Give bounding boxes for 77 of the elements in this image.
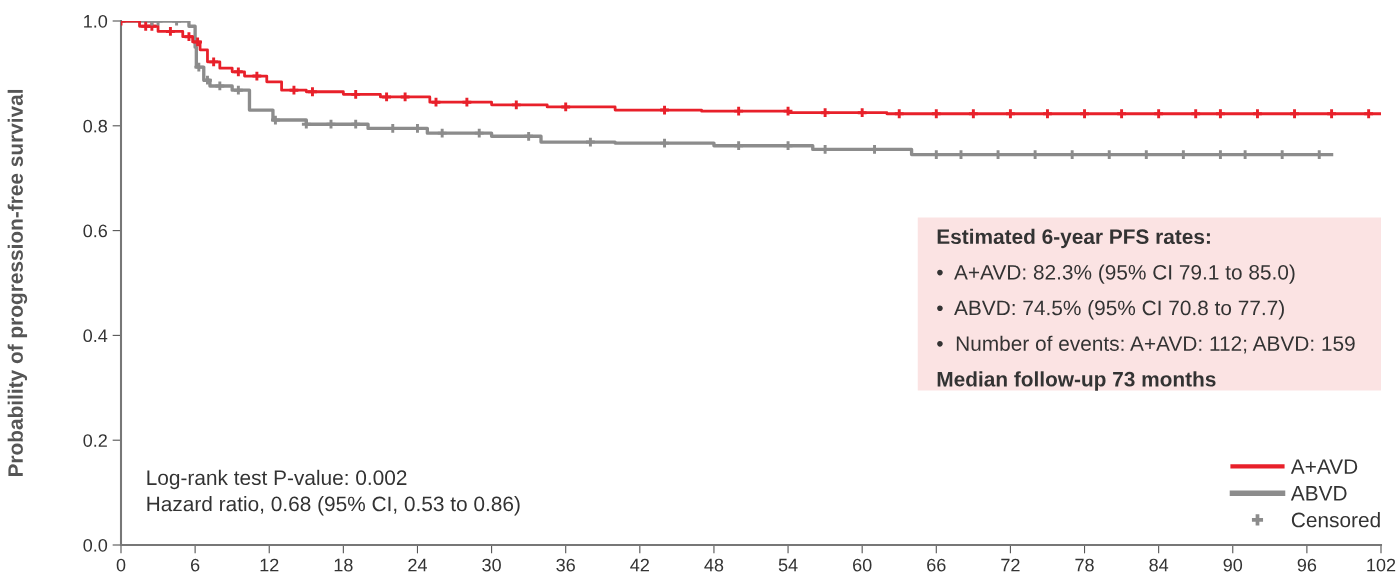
x-tick-label: 54 xyxy=(778,558,798,572)
point xyxy=(166,27,175,36)
legend-label: Censored xyxy=(1291,512,1380,528)
point xyxy=(1080,109,1089,119)
annotation: Median follow-up 73 months xyxy=(937,371,1216,391)
point xyxy=(1290,109,1299,119)
point xyxy=(1216,109,1225,119)
x-tick-label: 78 xyxy=(1075,558,1094,572)
x-tick-label: 42 xyxy=(630,558,649,572)
point xyxy=(1364,109,1374,119)
point xyxy=(233,67,243,77)
x-tick-label: 102 xyxy=(1367,558,1396,572)
point xyxy=(308,87,317,97)
annotation: • ABVD: 74.5% (95% CI 70.8 to 77.7) xyxy=(937,300,1284,320)
point xyxy=(203,75,212,85)
point xyxy=(511,100,521,110)
point xyxy=(351,119,361,129)
point xyxy=(734,106,744,116)
point xyxy=(586,137,595,147)
y-tick-label: 0.4 xyxy=(83,329,108,343)
point xyxy=(1253,109,1262,119)
point xyxy=(524,131,534,141)
point xyxy=(783,141,793,151)
x-tick-label: 30 xyxy=(482,558,501,572)
point xyxy=(437,128,447,138)
point xyxy=(968,109,978,119)
point xyxy=(474,128,484,138)
point xyxy=(1327,109,1336,119)
x-tick-label: 36 xyxy=(556,558,575,572)
point xyxy=(271,115,280,125)
point xyxy=(561,102,571,112)
x-tick-label: 12 xyxy=(260,558,279,572)
x-tick-label: 66 xyxy=(927,558,946,572)
point xyxy=(462,97,472,107)
annotation: • A+AVD: 82.3% (95% CI 79.1 to 85.0) xyxy=(937,264,1295,284)
point xyxy=(194,62,204,72)
y-tick-label: 0.0 xyxy=(83,538,108,552)
point xyxy=(289,85,299,95)
annotation: Estimated 6-year PFS rates: xyxy=(937,228,1210,249)
point xyxy=(660,105,669,115)
point xyxy=(1043,109,1052,119)
point xyxy=(1154,109,1164,119)
x-tick-label: 18 xyxy=(334,558,353,572)
x-tick-label: 96 xyxy=(1297,558,1317,572)
point xyxy=(184,32,194,42)
point xyxy=(193,37,202,47)
point xyxy=(233,85,243,95)
point xyxy=(820,108,830,118)
y-tick-label: 0.8 xyxy=(83,119,108,133)
annotation: Hazard ratio, 0.68 (95% CI, 0.53 to 0.86) xyxy=(147,495,520,516)
point xyxy=(1191,109,1201,119)
x-tick-label: 6 xyxy=(191,558,200,572)
annotation: • Number of events: A+AVD: 112; ABVD: 159 xyxy=(937,335,1355,354)
y-tick-label: 0.2 xyxy=(83,434,107,447)
point xyxy=(734,141,744,151)
x-tick-label: 60 xyxy=(853,558,872,572)
point xyxy=(1006,109,1015,119)
point xyxy=(931,109,941,119)
x-tick-label: 48 xyxy=(704,558,724,572)
x-tick-label: 72 xyxy=(1001,558,1020,572)
annotation: Log-rank test P-value: 0.002 xyxy=(147,469,407,490)
y-axis-title: Probability of progression-free survival xyxy=(7,89,28,477)
point xyxy=(351,89,361,99)
point xyxy=(894,109,904,119)
y-tick-label: 0.6 xyxy=(83,224,108,238)
legend-label: ABVD xyxy=(1290,486,1347,501)
point xyxy=(857,108,867,118)
point xyxy=(209,57,219,67)
point xyxy=(783,106,793,116)
y-tick-label: 1.0 xyxy=(84,14,108,28)
x-tick-label: 90 xyxy=(1223,558,1243,572)
x-tick-label: 24 xyxy=(408,558,427,572)
point xyxy=(660,138,669,148)
point xyxy=(1117,109,1126,119)
x-tick-label: 84 xyxy=(1149,558,1169,572)
legend-label: A+AVD xyxy=(1290,459,1358,474)
x-tick-label: 0 xyxy=(116,558,126,572)
